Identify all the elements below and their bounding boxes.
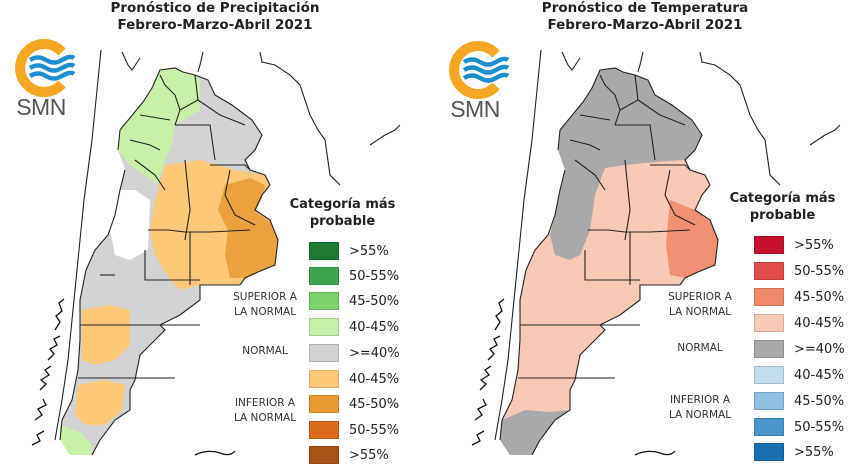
precipitation-map	[31, 49, 401, 456]
legend-item: 50-55%	[309, 266, 399, 286]
legend-swatch	[754, 262, 784, 280]
legend-swatch	[754, 366, 784, 384]
legend-swatch	[754, 443, 784, 461]
legend-swatch	[309, 446, 339, 464]
legend-item: >55%	[754, 235, 834, 255]
legend-item: >55%	[754, 442, 834, 462]
legend-swatch	[754, 392, 784, 410]
legend-swatch	[309, 318, 339, 336]
legend-item: 40-45%	[309, 369, 399, 389]
smn-logo-text: SMN	[16, 94, 66, 120]
legend-item: 40-45%	[754, 313, 844, 333]
legend-item: >55%	[309, 241, 389, 261]
legend-item: 45-50%	[754, 287, 844, 307]
category-label-inferior: INFERIOR A LA NORMAL	[233, 397, 297, 424]
temperature-forecast-panel: Pronóstico de Temperatura Febrero-Marzo-…	[430, 0, 860, 461]
legend-title: Categoría más probable	[289, 197, 396, 229]
legend-swatch	[309, 267, 339, 285]
legend-item: >=40%	[754, 339, 845, 359]
category-label-superior: SUPERIOR A LA NORMAL	[233, 291, 297, 318]
legend-item: 45-50%	[309, 394, 399, 414]
legend-item: 50-55%	[754, 417, 844, 437]
legend-swatch	[309, 370, 339, 388]
precipitation-forecast-panel: Pronóstico de Precipitación Febrero-Marz…	[0, 0, 430, 464]
legend-item: 50-55%	[754, 261, 844, 281]
legend-swatch	[754, 418, 784, 436]
legend-item: 40-45%	[754, 365, 844, 385]
legend-item: >55%	[309, 445, 389, 465]
category-label-normal: NORMAL	[677, 342, 723, 354]
legend-item: 45-50%	[754, 391, 844, 411]
smn-logo: SMN	[442, 40, 512, 122]
legend-swatch	[754, 340, 784, 358]
category-label-inferior: INFERIOR A LA NORMAL	[668, 394, 732, 421]
legend-item: 50-55%	[309, 420, 399, 440]
legend-item: 45-50%	[309, 291, 399, 311]
smn-logo-icon	[15, 39, 76, 97]
legend-swatch	[754, 314, 784, 332]
legend-title: Categoría más probable	[729, 191, 836, 223]
legend-swatch	[754, 236, 784, 254]
temperature-title: Pronóstico de Temperatura Febrero-Marzo-…	[541, 0, 749, 33]
legend-swatch	[309, 242, 339, 260]
smn-logo-icon	[449, 41, 510, 99]
smn-logo-text: SMN	[450, 96, 500, 122]
smn-logo: SMN	[8, 38, 78, 120]
temperature-map	[471, 49, 841, 456]
legend-swatch	[309, 344, 339, 362]
legend-item: >=40%	[309, 343, 400, 363]
category-label-superior: SUPERIOR A LA NORMAL	[668, 291, 732, 318]
legend-swatch	[309, 421, 339, 439]
legend-swatch	[309, 292, 339, 310]
precipitation-title: Pronóstico de Precipitación Febrero-Marz…	[110, 0, 320, 33]
legend-item: 40-45%	[309, 317, 399, 337]
legend-swatch	[309, 395, 339, 413]
legend-swatch	[754, 288, 784, 306]
category-label-normal: NORMAL	[242, 345, 288, 357]
